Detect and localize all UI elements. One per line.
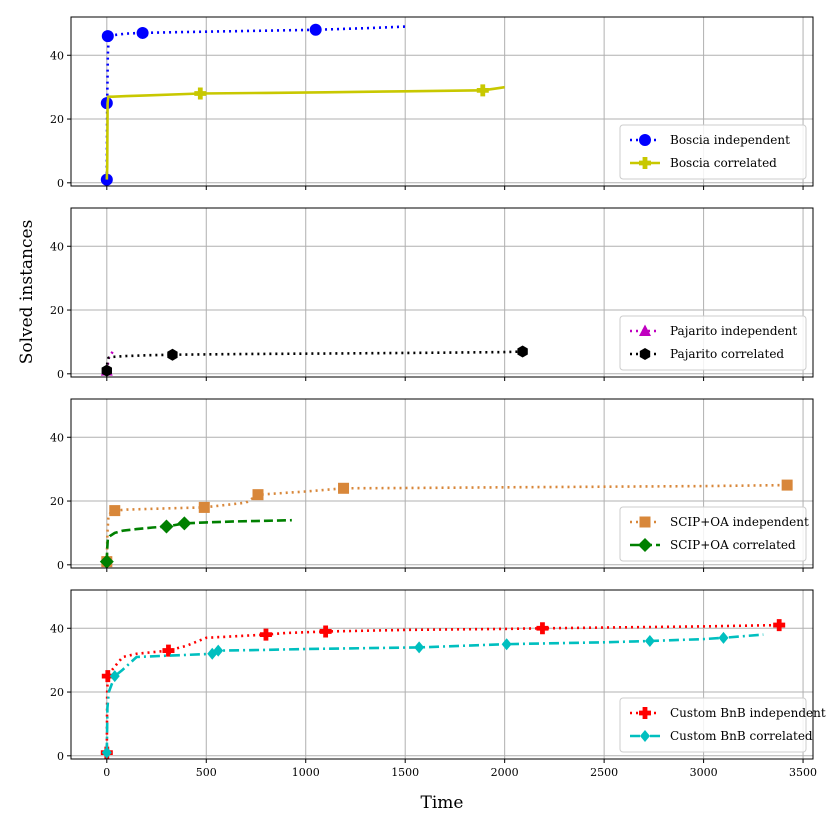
legend: Pajarito independent Pajarito correlated [619, 315, 807, 371]
y-tick-label: 40 [50, 622, 64, 635]
legend-label-boscia-correlated: Boscia correlated [670, 156, 777, 170]
x-axis-label: Time [421, 793, 464, 813]
x-tick-label: 1000 [292, 766, 320, 779]
panel-4: 0 500 1000 1500 2000 2500 3000 3500 0 20 40 Custom … [50, 589, 826, 779]
legend-label-boscia-independent: Boscia independent [670, 133, 790, 147]
data-point-scip-oa-independent [109, 505, 121, 517]
data-point-pajarito-correlated [167, 348, 178, 361]
legend-marker-scip-oa-correlated [638, 538, 652, 552]
x-tick-label: 2500 [590, 766, 618, 779]
legend: SCIP+OA independent SCIP+OA correlated [619, 506, 809, 562]
panel-3: 0 20 40 SCIP+OA independent SCIP+OA correlat… [50, 398, 814, 572]
x-tick-label: 3500 [789, 766, 817, 779]
plot-area [100, 619, 786, 759]
axes-frame [70, 207, 814, 378]
data-point-custom-bnb-correlated [718, 631, 729, 644]
legend-marker-custom-bnb-independent [639, 707, 651, 719]
legend-label-pajarito-independent: Pajarito independent [670, 324, 797, 338]
legend-box [619, 124, 807, 180]
y-tick-label: 40 [50, 431, 64, 444]
series-line-boscia-independent [105, 25, 406, 180]
x-tick-label: 1500 [391, 766, 419, 779]
data-point-scip-oa-correlated [177, 516, 192, 531]
data-point-custom-bnb-independent [162, 644, 175, 657]
x-tick-label: 0 [103, 766, 110, 779]
data-point-custom-bnb-correlated [213, 644, 224, 657]
legend-marker-pajarito-correlated [639, 348, 651, 360]
data-point-boscia-independent [136, 26, 149, 39]
legend-box [619, 697, 807, 753]
data-point-pajarito-correlated [101, 364, 112, 377]
y-axis-label: Solved instances [17, 220, 37, 365]
data-point-custom-bnb-independent [773, 619, 786, 632]
data-point-scip-oa-independent [338, 482, 350, 494]
axes-frame [70, 398, 814, 569]
data-point-custom-bnb-correlated [501, 638, 512, 651]
y-tick-label: 40 [50, 49, 64, 62]
panel-1: 0 20 40 Boscia independent Boscia correlated [50, 16, 814, 190]
data-point-boscia-independent [101, 30, 114, 43]
legend-box [619, 506, 807, 562]
data-point-custom-bnb-correlated [109, 670, 120, 683]
series-line-scip-oa-correlated [105, 518, 292, 562]
legend-marker-pajarito-independent [639, 324, 651, 336]
legend-label-custom-bnb-independent: Custom BnB independent [670, 706, 826, 720]
y-tick-label: 20 [50, 113, 64, 126]
data-point-custom-bnb-independent [259, 628, 272, 641]
legend-label-pajarito-correlated: Pajarito correlated [670, 347, 784, 361]
y-tick-label: 0 [57, 750, 64, 763]
x-tick-label: 2000 [491, 766, 519, 779]
series-line-boscia-correlated [105, 85, 505, 180]
legend-marker-scip-oa-independent [639, 516, 651, 528]
y-tick-label: 20 [50, 495, 64, 508]
y-tick-label: 0 [57, 368, 64, 381]
y-tick-label: 0 [57, 177, 64, 190]
legend: Custom BnB independent Custom BnB correla… [619, 697, 826, 753]
data-point-scip-oa-correlated [159, 519, 174, 534]
data-point-scip-oa-independent [198, 501, 210, 513]
data-point-custom-bnb-correlated [101, 746, 112, 759]
legend-label-scip-oa-independent: SCIP+OA independent [670, 515, 809, 529]
x-tick-label: 500 [196, 766, 217, 779]
plot-area [100, 23, 505, 186]
x-tick-label: 3000 [690, 766, 718, 779]
plot-area [100, 345, 528, 377]
y-tick-label: 40 [50, 240, 64, 253]
data-point-custom-bnb-independent [319, 625, 332, 638]
y-tick-label: 20 [50, 304, 64, 317]
data-point-scip-oa-independent [781, 479, 793, 491]
data-point-custom-bnb-independent [101, 670, 114, 683]
series-line-custom-bnb-independent [105, 623, 780, 753]
axes-frame [70, 16, 814, 187]
data-point-custom-bnb-correlated [414, 641, 425, 654]
data-point-scip-oa-independent [252, 489, 264, 501]
data-point-scip-oa-correlated [99, 554, 114, 568]
legend-marker-custom-bnb-correlated [640, 730, 650, 742]
plot-area [99, 479, 793, 568]
axes-frame [70, 589, 814, 760]
panel-2: 0 20 40 Pajarito independent Pajarito correl… [50, 207, 814, 381]
y-tick-label: 0 [57, 559, 64, 572]
data-point-pajarito-correlated [517, 345, 528, 358]
data-point-boscia-correlated [194, 87, 207, 100]
data-point-boscia-independent [309, 23, 322, 36]
legend-box [619, 315, 807, 371]
data-point-boscia-correlated [476, 84, 489, 97]
legend-label-custom-bnb-correlated: Custom BnB correlated [670, 729, 813, 743]
data-point-boscia-independent [100, 173, 113, 186]
legend: Boscia independent Boscia correlated [619, 124, 807, 180]
legend-label-scip-oa-correlated: SCIP+OA correlated [670, 538, 796, 552]
legend-marker-boscia-correlated [639, 157, 651, 169]
data-point-custom-bnb-correlated [644, 635, 655, 648]
y-tick-label: 20 [50, 686, 64, 699]
legend-marker-boscia-independent [639, 134, 651, 146]
data-point-custom-bnb-independent [536, 622, 549, 635]
